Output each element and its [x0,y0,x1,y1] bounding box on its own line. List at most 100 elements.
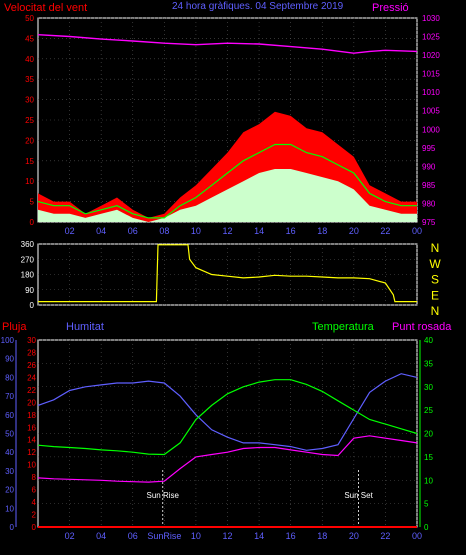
y-tick-label: 180 [21,271,35,280]
y-tick-label: 0 [424,523,429,532]
pressure-label: Pressió [372,2,409,14]
x-tick-label: 02 [65,226,75,236]
y-tick-label: 1015 [422,70,440,79]
x-tick-label: 18 [317,531,327,541]
x-tick-label: 20 [349,226,359,236]
x-tick-label: 06 [128,226,138,236]
y-tick-label: 10 [5,504,14,513]
direction-label: E [431,288,439,302]
y-tick-label: 15 [424,453,433,462]
y-tick-label: 6 [32,486,37,495]
y-tick-label: 30 [25,96,34,105]
y-tick-label: 10 [424,476,433,485]
x-tick-label: SunRise [147,531,181,541]
x-tick-label: 22 [380,226,390,236]
y-tick-label: 1025 [422,33,440,42]
y-tick-label: 985 [422,181,436,190]
y-tick-label: 20 [424,430,433,439]
y-tick-label: 10 [27,461,36,470]
pressure-line [37,34,418,54]
x-tick-label: 18 [317,226,327,236]
x-tick-label: 16 [286,226,296,236]
y-tick-label: 35 [25,75,34,84]
y-tick-label: 50 [5,430,14,439]
y-tick-label: 5 [424,500,429,509]
y-tick-label: 0 [10,523,15,532]
wind-average-area [38,169,417,222]
y-tick-label: 15 [25,157,34,166]
chart-series [37,34,418,528]
y-tick-label: 35 [424,359,433,368]
chart-frames [15,17,421,528]
x-tick-label: 14 [254,531,264,541]
y-tick-label: 1030 [422,14,440,23]
x-tick-label: 00 [412,226,422,236]
y-tick-label: 80 [5,373,14,382]
y-tick-label: 40 [25,55,34,64]
x-tick-label: 16 [286,531,296,541]
y-tick-label: 40 [424,336,433,345]
chart-title: 24 hora gràfiques. 04 Septembre 2019 [172,1,344,12]
y-tick-label: 26 [27,361,36,370]
x-tick-label: 08 [159,226,169,236]
wind-direction-line [38,244,417,303]
y-tick-label: 990 [422,162,436,171]
y-tick-label: 25 [424,406,433,415]
y-tick-label: 70 [5,392,14,401]
y-tick-label: 8 [32,473,37,482]
y-tick-label: 20 [27,398,36,407]
x-tick-label: 12 [222,531,232,541]
x-tick-label: 12 [222,226,232,236]
x-tick-label: 04 [96,226,106,236]
y-tick-label: 100 [1,336,15,345]
y-tick-label: 1010 [422,88,440,97]
temperature-label: Temperatura [312,321,375,333]
temperature-line [37,379,418,456]
y-tick-label: 22 [27,386,36,395]
direction-label: W [429,257,441,271]
x-tick-label: 02 [65,531,75,541]
y-tick-label: 360 [21,240,35,249]
y-tick-label: 980 [422,199,436,208]
y-tick-label: 90 [5,355,14,364]
dew-point-label: Punt rosada [392,321,452,333]
wind-green-line [37,143,417,219]
x-tick-label: 14 [254,226,264,236]
y-tick-label: 995 [422,144,436,153]
y-tick-label: 90 [25,286,34,295]
y-tick-label: 18 [27,411,36,420]
y-tick-label: 2 [32,511,37,520]
x-tick-label: 20 [349,531,359,541]
y-tick-label: 0 [30,301,35,310]
direction-label: N [431,241,440,255]
y-tick-label: 30 [27,336,36,345]
x-tick-label: 00 [412,531,422,541]
y-tick-label: 28 [27,348,36,357]
y-tick-label: 45 [25,34,34,43]
chart-grids [38,17,418,528]
rain-label: Pluja [2,321,27,333]
y-tick-label: 30 [424,383,433,392]
y-tick-label: 1000 [422,125,440,134]
y-tick-label: 0 [30,218,35,227]
x-tick-label: 06 [128,531,138,541]
direction-label: N [431,304,440,318]
dew-point-line [37,435,418,483]
chart-tick-labels: 02 04 06 08 10 12 14 16 18 20 22 000510152025303540… [1,14,442,541]
direction-label: S [431,273,439,287]
y-tick-label: 5 [30,198,35,207]
x-tick-label: 10 [191,531,201,541]
y-tick-label: 4 [32,498,37,507]
y-tick-label: 25 [25,116,34,125]
y-tick-label: 1020 [422,51,440,60]
y-tick-label: 10 [25,177,34,186]
y-tick-label: 50 [25,14,34,23]
humidity-label: Humitat [66,321,104,333]
sunset-label: Sun Set [344,491,373,500]
x-tick-label: 04 [96,531,106,541]
x-tick-label: 22 [380,531,390,541]
y-tick-label: 0 [32,523,37,532]
x-tick-label: 10 [191,226,201,236]
